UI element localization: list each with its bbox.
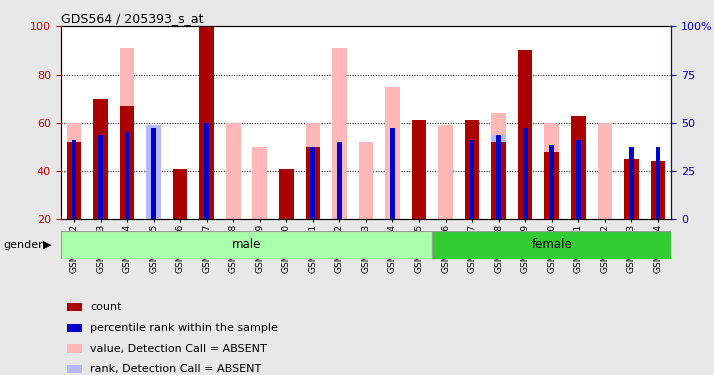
Bar xyxy=(465,120,479,219)
Bar xyxy=(544,123,559,219)
Bar xyxy=(571,123,585,219)
Bar xyxy=(518,123,533,219)
Bar xyxy=(173,169,188,219)
Bar xyxy=(655,147,660,219)
Bar xyxy=(470,140,475,219)
Bar xyxy=(98,135,103,219)
Bar xyxy=(412,123,426,219)
Bar xyxy=(491,135,506,219)
Bar xyxy=(279,169,293,219)
Bar xyxy=(199,123,214,219)
Bar xyxy=(67,324,82,332)
Bar xyxy=(571,116,585,219)
Bar xyxy=(523,128,528,219)
Bar xyxy=(306,123,320,219)
Bar xyxy=(544,152,559,219)
Bar xyxy=(358,142,373,219)
Bar xyxy=(432,231,671,259)
Bar xyxy=(491,113,506,219)
Bar xyxy=(412,120,426,219)
Text: GDS564 / 205393_s_at: GDS564 / 205393_s_at xyxy=(61,12,203,25)
Bar xyxy=(67,303,82,312)
Bar xyxy=(199,0,214,219)
Bar xyxy=(576,140,580,219)
Bar xyxy=(67,345,82,353)
Bar xyxy=(204,123,209,219)
Bar xyxy=(66,123,81,219)
Bar xyxy=(549,144,554,219)
Text: percentile rank within the sample: percentile rank within the sample xyxy=(90,323,278,333)
Bar xyxy=(465,123,479,219)
Text: male: male xyxy=(232,238,261,251)
Bar xyxy=(624,159,638,219)
Bar xyxy=(71,140,76,219)
Bar xyxy=(496,135,501,219)
Bar xyxy=(146,125,161,219)
Bar xyxy=(491,142,506,219)
Text: female: female xyxy=(531,238,572,251)
Bar xyxy=(629,147,634,219)
Text: rank, Detection Call = ABSENT: rank, Detection Call = ABSENT xyxy=(90,364,261,374)
Bar xyxy=(438,125,453,219)
Bar xyxy=(120,48,134,219)
Bar xyxy=(390,128,395,219)
Text: value, Detection Call = ABSENT: value, Detection Call = ABSENT xyxy=(90,344,267,354)
Bar xyxy=(465,135,479,219)
Bar xyxy=(650,161,665,219)
Bar xyxy=(332,48,347,219)
Bar xyxy=(311,147,315,219)
Bar xyxy=(66,142,81,219)
Bar xyxy=(61,231,432,259)
Bar xyxy=(94,99,108,219)
Bar xyxy=(67,365,82,374)
Bar xyxy=(125,132,129,219)
Bar xyxy=(598,123,612,219)
Bar xyxy=(253,147,267,219)
Bar xyxy=(518,50,533,219)
Bar xyxy=(306,147,320,219)
Text: gender: gender xyxy=(4,240,44,249)
Text: ▶: ▶ xyxy=(43,240,51,249)
Bar xyxy=(120,106,134,219)
Text: count: count xyxy=(90,302,121,312)
Bar xyxy=(151,128,156,219)
Bar xyxy=(226,123,241,219)
Bar xyxy=(385,87,400,219)
Bar xyxy=(337,142,342,219)
Bar xyxy=(146,125,161,219)
